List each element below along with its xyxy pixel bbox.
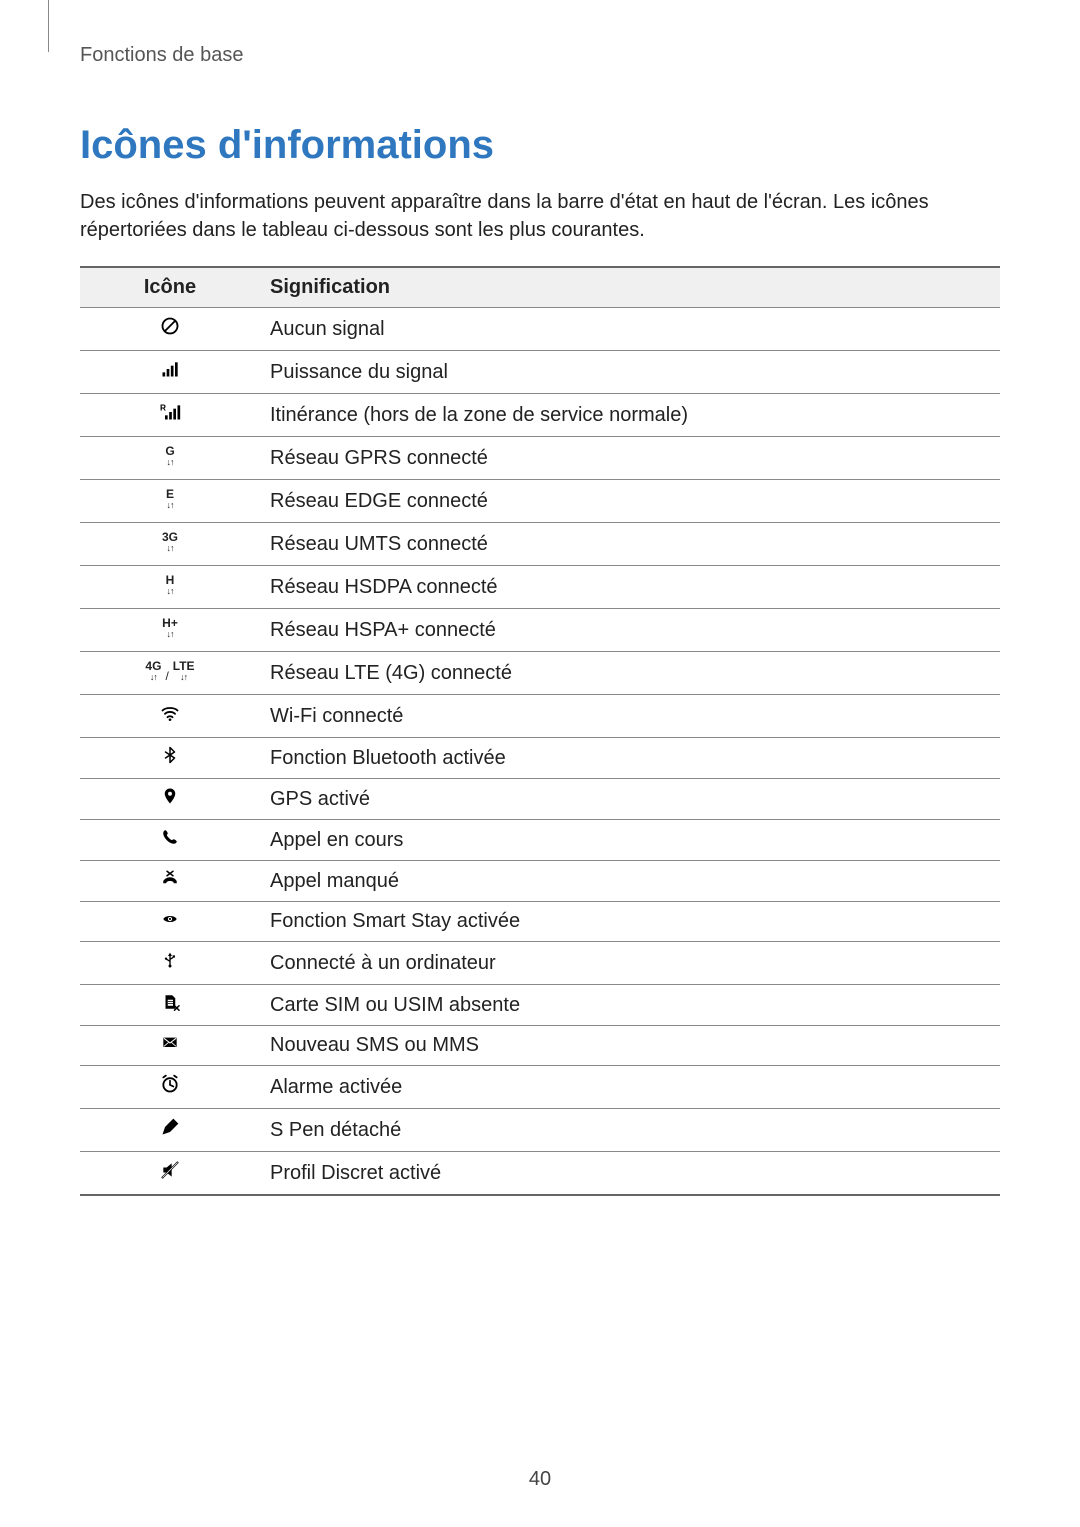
umts-icon: 3G↓↑ <box>80 523 260 566</box>
usb-icon <box>80 942 260 985</box>
hspa-plus-icon: H+↓↑ <box>80 609 260 652</box>
icon-meaning: Profil Discret activé <box>260 1152 1000 1196</box>
table-row: Fonction Bluetooth activée <box>80 738 1000 779</box>
table-row: S Pen détaché <box>80 1109 1000 1152</box>
hsdpa-icon: H↓↑ <box>80 566 260 609</box>
table-row: H+↓↑Réseau HSPA+ connecté <box>80 609 1000 652</box>
table-row: Appel en cours <box>80 820 1000 861</box>
table-row: Wi-Fi connecté <box>80 695 1000 738</box>
icon-meaning: Réseau EDGE connecté <box>260 480 1000 523</box>
icon-meaning: GPS activé <box>260 779 1000 820</box>
icon-meaning: Réseau HSPA+ connecté <box>260 609 1000 652</box>
edge-icon: E↓↑ <box>80 480 260 523</box>
icon-meaning: Puissance du signal <box>260 351 1000 394</box>
icon-meaning: Wi-Fi connecté <box>260 695 1000 738</box>
no-signal-icon <box>80 308 260 351</box>
bluetooth-icon <box>80 738 260 779</box>
mute-icon <box>80 1152 260 1196</box>
icon-meaning: Aucun signal <box>260 308 1000 351</box>
icon-meaning: Itinérance (hors de la zone de service n… <box>260 394 1000 437</box>
s-pen-icon <box>80 1109 260 1152</box>
table-row: Profil Discret activé <box>80 1152 1000 1196</box>
gps-icon <box>80 779 260 820</box>
icon-table: Icône Signification Aucun signalPuissanc… <box>80 266 1000 1196</box>
message-icon <box>80 1026 260 1066</box>
icon-meaning: Fonction Smart Stay activée <box>260 902 1000 942</box>
icon-meaning: Connecté à un ordinateur <box>260 942 1000 985</box>
table-row: 4G↓↑/LTE↓↑Réseau LTE (4G) connecté <box>80 652 1000 695</box>
icon-meaning: Réseau LTE (4G) connecté <box>260 652 1000 695</box>
page-title: Icônes d'informations <box>80 123 1000 168</box>
icon-meaning: Réseau GPRS connecté <box>260 437 1000 480</box>
icon-meaning: Appel en cours <box>260 820 1000 861</box>
intro-text: Des icônes d'informations peuvent appara… <box>80 188 1000 244</box>
icon-meaning: Nouveau SMS ou MMS <box>260 1026 1000 1066</box>
table-row: Connecté à un ordinateur <box>80 942 1000 985</box>
table-row: Aucun signal <box>80 308 1000 351</box>
gprs-icon: G↓↑ <box>80 437 260 480</box>
table-row: R Itinérance (hors de la zone de service … <box>80 394 1000 437</box>
col-header-meaning: Signification <box>260 267 1000 308</box>
table-row: G↓↑Réseau GPRS connecté <box>80 437 1000 480</box>
table-row: GPS activé <box>80 779 1000 820</box>
page: Fonctions de base Icônes d'informations … <box>0 0 1080 1527</box>
table-row: Nouveau SMS ou MMS <box>80 1026 1000 1066</box>
wifi-icon <box>80 695 260 738</box>
table-row: Fonction Smart Stay activée <box>80 902 1000 942</box>
icon-meaning: Réseau HSDPA connecté <box>260 566 1000 609</box>
no-sim-icon <box>80 985 260 1026</box>
table-row: Alarme activée <box>80 1066 1000 1109</box>
icon-meaning: Réseau UMTS connecté <box>260 523 1000 566</box>
table-row: E↓↑Réseau EDGE connecté <box>80 480 1000 523</box>
table-row: Carte SIM ou USIM absente <box>80 985 1000 1026</box>
table-row: H↓↑Réseau HSDPA connecté <box>80 566 1000 609</box>
call-icon <box>80 820 260 861</box>
icon-meaning: Carte SIM ou USIM absente <box>260 985 1000 1026</box>
breadcrumb: Fonctions de base <box>80 44 1000 67</box>
page-number: 40 <box>0 1468 1080 1491</box>
table-row: Puissance du signal <box>80 351 1000 394</box>
smart-stay-icon <box>80 902 260 942</box>
icon-meaning: Appel manqué <box>260 861 1000 902</box>
col-header-icon: Icône <box>80 267 260 308</box>
table-row: 3G↓↑Réseau UMTS connecté <box>80 523 1000 566</box>
alarm-icon <box>80 1066 260 1109</box>
missed-call-icon <box>80 861 260 902</box>
margin-line <box>48 0 49 52</box>
lte-icon: 4G↓↑/LTE↓↑ <box>80 652 260 695</box>
roaming-icon: R <box>80 394 260 437</box>
icon-meaning: S Pen détaché <box>260 1109 1000 1152</box>
signal-icon <box>80 351 260 394</box>
svg-text:R: R <box>160 402 166 412</box>
icon-meaning: Alarme activée <box>260 1066 1000 1109</box>
icon-meaning: Fonction Bluetooth activée <box>260 738 1000 779</box>
table-row: Appel manqué <box>80 861 1000 902</box>
